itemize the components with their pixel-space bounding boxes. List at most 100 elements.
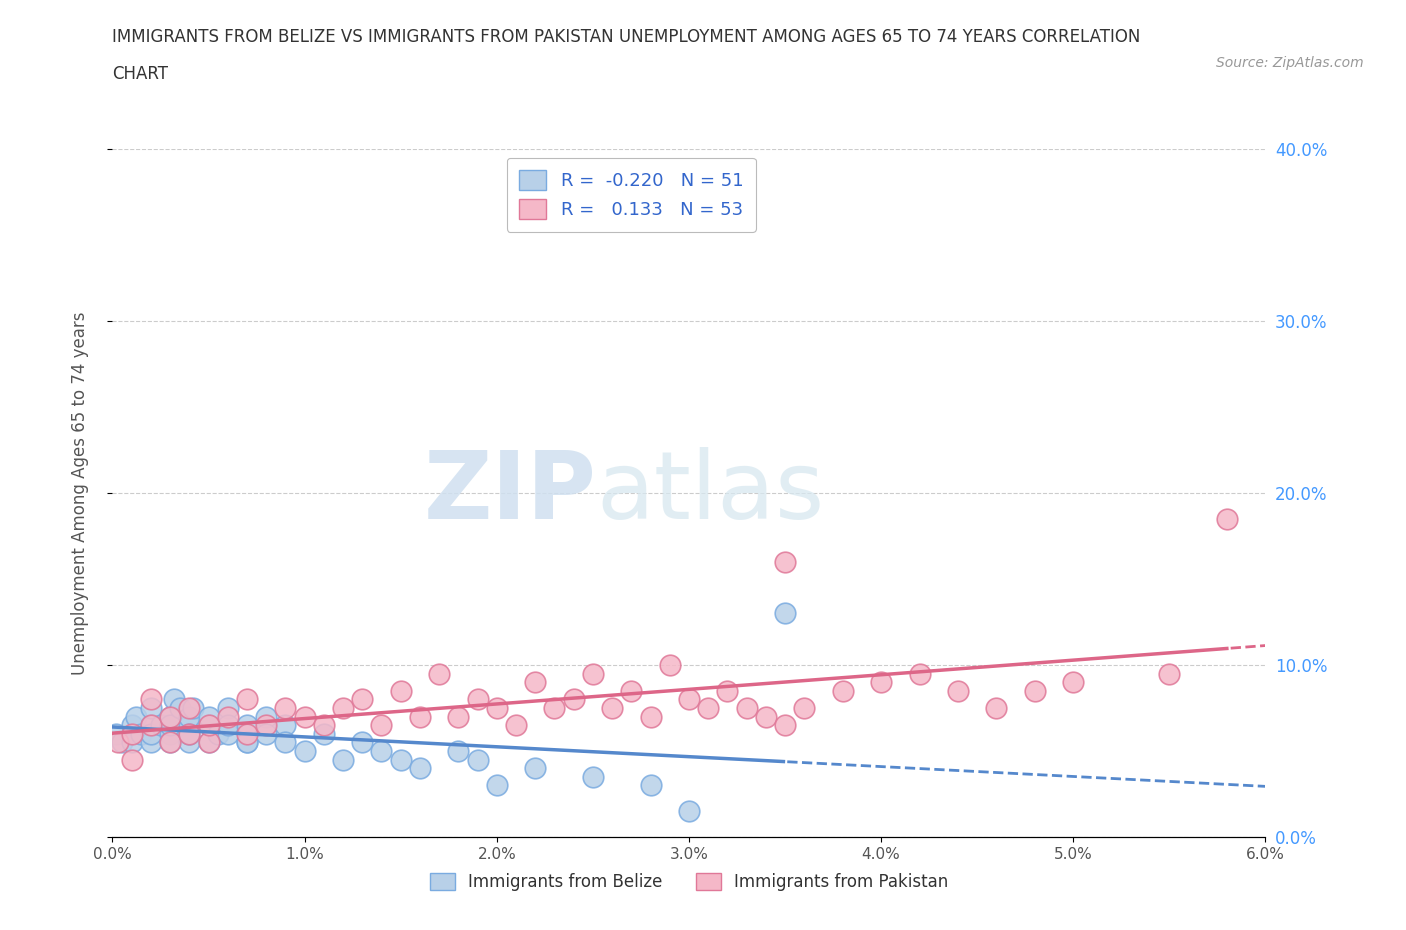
Point [294,744,316,759]
Point [179,726,201,741]
Point [716,684,738,698]
Point [217,726,239,741]
Point [986,700,1008,715]
Point [139,735,162,750]
Point [107,735,129,750]
Point [524,675,547,690]
Point [312,726,335,741]
Point [640,777,662,792]
Text: ZIP: ZIP [423,447,596,538]
Legend: Immigrants from Belize, Immigrants from Pakistan: Immigrants from Belize, Immigrants from … [423,866,955,897]
Point [524,761,547,776]
Point [274,735,297,750]
Point [159,726,181,741]
Y-axis label: Unemployment Among Ages 65 to 74 years: Unemployment Among Ages 65 to 74 years [70,312,89,674]
Point [197,718,219,733]
Point [352,692,374,707]
Point [217,718,239,733]
Point [447,710,470,724]
Point [370,718,392,733]
Point [124,710,146,724]
Point [121,726,143,741]
Point [179,726,201,741]
Point [735,700,758,715]
Point [274,700,297,715]
Point [121,718,143,733]
Point [129,726,153,741]
Point [217,710,239,724]
Point [332,700,354,715]
Point [946,684,969,698]
Point [678,804,700,818]
Point [389,752,412,767]
Point [600,700,623,715]
Point [197,718,219,733]
Point [1216,512,1239,526]
Point [697,700,720,715]
Point [332,752,354,767]
Point [236,735,259,750]
Point [159,735,181,750]
Point [755,710,778,724]
Point [678,692,700,707]
Point [773,718,796,733]
Point [427,666,450,681]
Point [582,769,605,784]
Point [658,658,681,672]
Point [197,735,219,750]
Point [236,718,259,733]
Point [197,710,219,724]
Point [485,700,508,715]
Point [409,710,432,724]
Point [505,718,527,733]
Point [582,666,605,681]
Point [370,744,392,759]
Point [159,710,181,724]
Text: IMMIGRANTS FROM BELIZE VS IMMIGRANTS FROM PAKISTAN UNEMPLOYMENT AMONG AGES 65 TO: IMMIGRANTS FROM BELIZE VS IMMIGRANTS FRO… [112,28,1140,46]
Text: CHART: CHART [112,65,169,83]
Point [620,684,643,698]
Point [870,675,893,690]
Point [163,692,186,707]
Point [139,718,162,733]
Point [236,692,259,707]
Point [179,700,201,715]
Point [793,700,815,715]
Point [773,606,796,621]
Point [640,710,662,724]
Point [139,700,162,715]
Point [197,735,219,750]
Point [352,735,374,750]
Point [389,684,412,698]
Point [312,718,335,733]
Point [409,761,432,776]
Point [169,700,191,715]
Point [562,692,585,707]
Point [274,718,297,733]
Point [467,752,489,767]
Point [236,726,259,741]
Point [485,777,508,792]
Point [831,684,853,698]
Point [179,735,201,750]
Point [467,692,489,707]
Point [139,726,162,741]
Point [236,735,259,750]
Point [159,735,181,750]
Point [159,718,181,733]
Point [139,718,162,733]
Point [1159,666,1181,681]
Point [105,726,128,741]
Point [179,718,201,733]
Point [179,710,201,724]
Point [181,700,204,715]
Point [149,718,172,733]
Point [908,666,931,681]
Point [207,726,229,741]
Point [217,700,239,715]
Point [121,752,143,767]
Text: Source: ZipAtlas.com: Source: ZipAtlas.com [1216,56,1364,70]
Point [1024,684,1046,698]
Point [1062,675,1084,690]
Point [254,726,277,741]
